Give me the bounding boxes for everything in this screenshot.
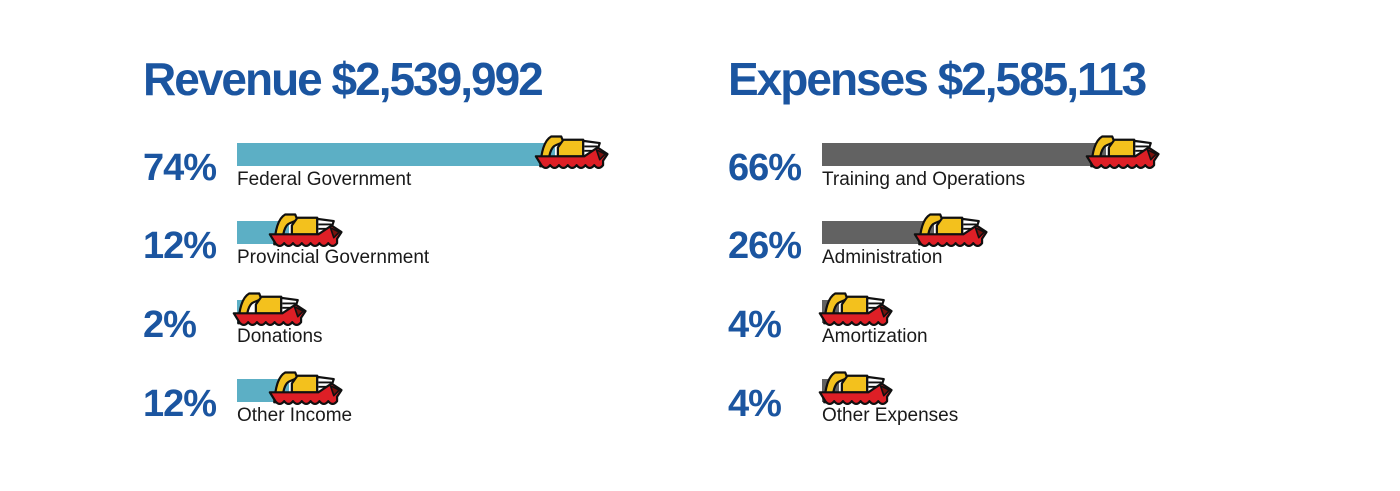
bar-row: 12% Provincial Government <box>143 213 783 291</box>
bar-row: 74% Federal Government <box>143 135 783 213</box>
bar-row: 26% Administration <box>728 213 1368 291</box>
bar-row: 4% Amortization <box>728 292 1368 370</box>
expenses-section: Expenses $2,585,113 66% Training and Ope… <box>728 0 1368 491</box>
percent-value-label: 12% <box>143 225 217 267</box>
category-label: Other Expenses <box>822 405 959 426</box>
bar <box>822 221 934 244</box>
category-label: Donations <box>237 326 323 347</box>
tugboat-icon <box>1085 135 1160 169</box>
category-label: Provincial Government <box>237 247 430 268</box>
tugboat-icon <box>232 292 307 326</box>
category-label: Other Income <box>237 405 353 426</box>
percent-value-label: 66% <box>728 147 802 189</box>
expenses-title: Expenses $2,585,113 <box>728 53 1147 105</box>
revenue-title: Revenue $2,539,992 <box>143 53 544 105</box>
bar <box>237 143 555 166</box>
category-label: Amortization <box>822 326 928 347</box>
tugboat-icon <box>268 371 343 405</box>
bar-row: 66% Training and Operations <box>728 135 1368 213</box>
bar-row: 12% Other Income <box>143 371 783 449</box>
category-label: Administration <box>822 247 943 268</box>
percent-value-label: 12% <box>143 383 217 425</box>
percent-value-label: 74% <box>143 147 217 189</box>
tugboat-icon <box>913 213 988 247</box>
percent-value-label: 2% <box>143 304 197 346</box>
tugboat-icon <box>534 135 609 169</box>
revenue-section: Revenue $2,539,992 74% Federal Governmen… <box>143 0 783 491</box>
percent-value-label: 4% <box>728 383 782 425</box>
percent-value-label: 26% <box>728 225 802 267</box>
tugboat-icon <box>818 371 893 405</box>
bar <box>822 143 1106 166</box>
tugboat-icon <box>268 213 343 247</box>
category-label: Federal Government <box>237 169 412 190</box>
bar-row: 2% Donations <box>143 292 783 370</box>
percent-value-label: 4% <box>728 304 782 346</box>
tugboat-icon <box>818 292 893 326</box>
category-label: Training and Operations <box>822 169 1026 190</box>
bar-row: 4% Other Expenses <box>728 371 1368 449</box>
